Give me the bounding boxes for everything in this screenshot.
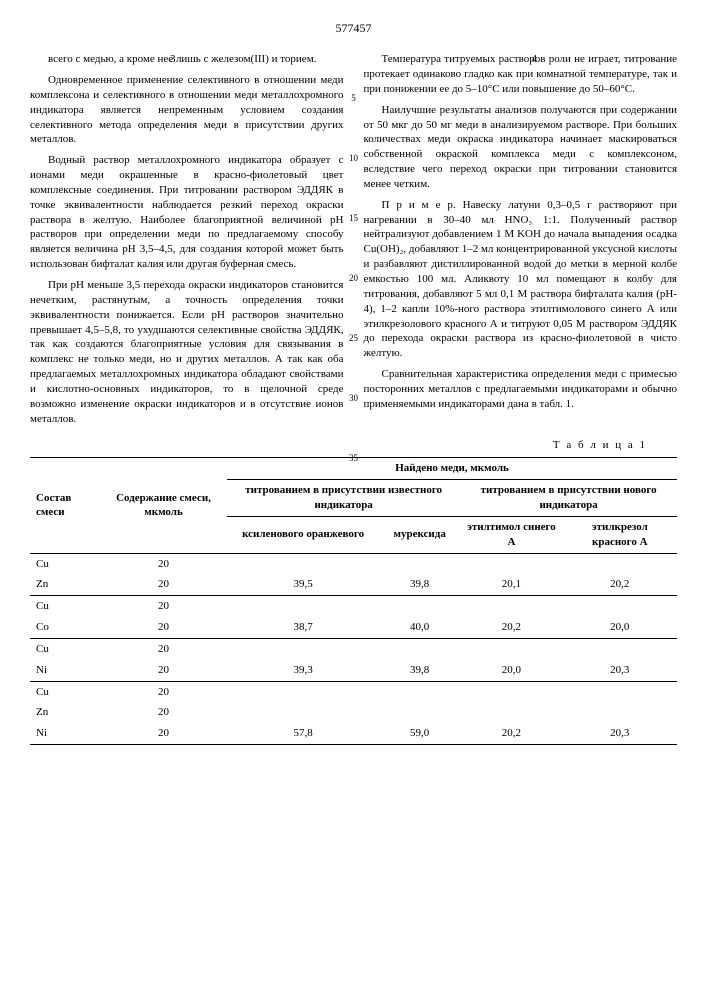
td: 20 [100, 617, 227, 638]
td [379, 681, 460, 702]
td: 20 [100, 660, 227, 681]
td: 20,2 [460, 617, 562, 638]
td: 20 [100, 681, 227, 702]
td: Cu [30, 553, 100, 574]
td [563, 681, 677, 702]
table-label: Т а б л и ц а 1 [30, 438, 647, 453]
td: Cu [30, 638, 100, 659]
th: этилкрезол красного А [563, 516, 677, 553]
td: Cu [30, 596, 100, 617]
th: Найдено меди, мкмоль [227, 458, 677, 480]
td: 20 [100, 596, 227, 617]
th: титрованием в присутствии нового индикат… [460, 480, 677, 517]
td: Co [30, 617, 100, 638]
td: Cu [30, 681, 100, 702]
th: мурексида [379, 516, 460, 553]
td [379, 596, 460, 617]
left-column: всего с медью, а кроме нее лишь с железо… [30, 52, 344, 432]
td: 20 [100, 553, 227, 574]
td [563, 638, 677, 659]
td [227, 553, 379, 574]
td [460, 553, 562, 574]
para: Сравнительная характеристика определения… [364, 367, 678, 412]
th: титрованием в присутствии известного инд… [227, 480, 460, 517]
right-column: Температура титруемых растворов роли не … [364, 52, 678, 432]
para: Наилучшие результаты анализов получаются… [364, 103, 678, 192]
line-num: 15 [349, 212, 358, 224]
td: 20,0 [460, 660, 562, 681]
para: Водный раствор металлохромного индикатор… [30, 153, 344, 272]
page-right: 4 [532, 52, 538, 67]
page-left: 3 [170, 52, 176, 67]
para: всего с медью, а кроме нее лишь с железо… [30, 52, 344, 67]
td [460, 596, 562, 617]
th: Содержание смеси, мкмоль [100, 458, 227, 553]
line-num: 30 [349, 392, 358, 404]
td [379, 702, 460, 723]
td [563, 596, 677, 617]
td: 57,8 [227, 723, 379, 744]
td: Ni [30, 723, 100, 744]
td: 39,5 [227, 574, 379, 595]
line-num: 10 [349, 152, 358, 164]
th: ксиленового оранжевого [227, 516, 379, 553]
td: 38,7 [227, 617, 379, 638]
td: Ni [30, 660, 100, 681]
td: 59,0 [379, 723, 460, 744]
td: 40,0 [379, 617, 460, 638]
td: 39,8 [379, 574, 460, 595]
results-table: Состав смеси Содержание смеси, мкмоль На… [30, 457, 677, 745]
td [460, 681, 562, 702]
para: Температура титруемых растворов роли не … [364, 52, 678, 97]
td: 20 [100, 574, 227, 595]
td: 20,3 [563, 723, 677, 744]
para: П р и м е р. Навеску латуни 0,3–0,5 г ра… [364, 198, 678, 361]
td [379, 638, 460, 659]
td: 20,0 [563, 617, 677, 638]
th: Состав смеси [30, 458, 100, 553]
td: Zn [30, 574, 100, 595]
td [460, 638, 562, 659]
td: 20,2 [563, 574, 677, 595]
td: 20 [100, 638, 227, 659]
td [460, 702, 562, 723]
line-num: 5 [351, 92, 356, 104]
td: 20,2 [460, 723, 562, 744]
td: 39,3 [227, 660, 379, 681]
td [227, 596, 379, 617]
line-num: 25 [349, 332, 358, 344]
td: 39,8 [379, 660, 460, 681]
td: 20,3 [563, 660, 677, 681]
para: Одновременное применение селективного в … [30, 73, 344, 147]
td [227, 638, 379, 659]
th: этилтимол синего А [460, 516, 562, 553]
td: 20 [100, 723, 227, 744]
para: При pH меньше 3,5 перехода окраски индик… [30, 278, 344, 426]
td: 20,1 [460, 574, 562, 595]
td [227, 702, 379, 723]
td: 20 [100, 702, 227, 723]
td [563, 553, 677, 574]
line-num: 20 [349, 272, 358, 284]
td [563, 702, 677, 723]
td [379, 553, 460, 574]
td [227, 681, 379, 702]
doc-number: 577457 [30, 20, 677, 36]
td: Zn [30, 702, 100, 723]
line-num: 35 [349, 452, 358, 464]
